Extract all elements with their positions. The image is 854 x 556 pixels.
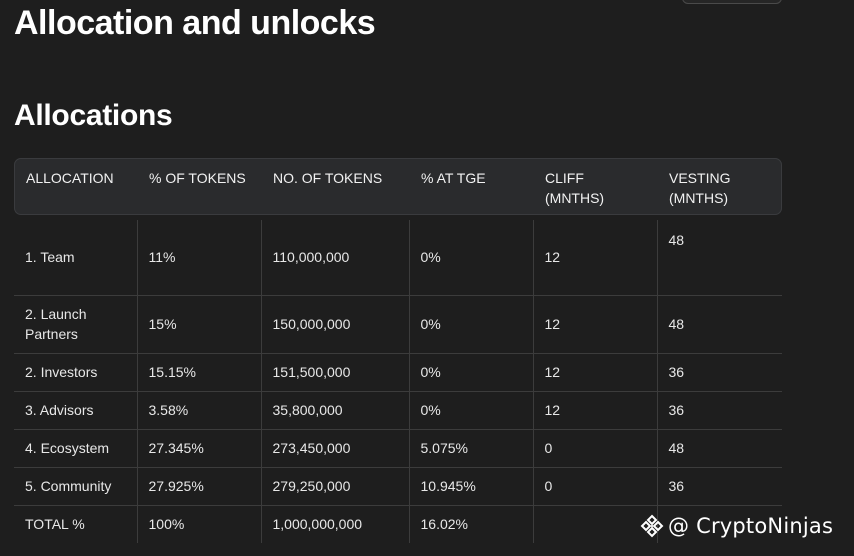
- table-row: 1. Team 11% 110,000,000 0% 12 48: [14, 220, 782, 295]
- section-title: Allocations: [14, 99, 173, 132]
- column-header-percent-tge[interactable]: % AT TGE: [409, 158, 533, 215]
- cell-vesting: 48: [656, 220, 782, 295]
- allocation-table: ALLOCATION % OF TOKENS NO. OF TOKENS % A…: [14, 158, 782, 543]
- cell-percent-tokens: 27.925%: [136, 466, 261, 505]
- cell-number-tokens: 110,000,000: [260, 220, 409, 295]
- cell-percent-tokens: 15.15%: [136, 352, 261, 391]
- cell-cliff: [532, 504, 657, 543]
- cell-allocation: 3. Advisors: [14, 390, 137, 429]
- table-row: 5. Community 27.925% 279,250,000 10.945%…: [14, 466, 782, 505]
- column-header-percent-tokens[interactable]: % OF TOKENS: [137, 158, 261, 215]
- top-partial-button[interactable]: [682, 0, 782, 4]
- cell-percent-tge: 0%: [408, 294, 533, 353]
- cell-number-tokens: 279,250,000: [260, 466, 409, 505]
- cell-cliff: 12: [532, 294, 657, 353]
- table-row: 2. Launch Partners 15% 150,000,000 0% 12…: [14, 294, 782, 353]
- cell-percent-tge: 0%: [408, 352, 533, 391]
- cell-percent-tokens: 11%: [136, 220, 261, 295]
- allocation-table-container: ALLOCATION % OF TOKENS NO. OF TOKENS % A…: [14, 158, 782, 543]
- cell-number-tokens: 1,000,000,000: [260, 504, 409, 543]
- cell-percent-tge: 0%: [408, 390, 533, 429]
- cell-percent-tge: 0%: [408, 220, 533, 295]
- table-row: 4. Ecosystem 27.345% 273,450,000 5.075% …: [14, 428, 782, 467]
- cell-cliff: 0: [532, 428, 657, 467]
- cell-cliff: 12: [532, 390, 657, 429]
- cell-percent-tge: 5.075%: [408, 428, 533, 467]
- table-row: 2. Investors 15.15% 151,500,000 0% 12 36: [14, 352, 782, 391]
- cell-allocation: 4. Ecosystem: [14, 428, 137, 467]
- cell-cliff: 0: [532, 466, 657, 505]
- binance-diamond-icon: [640, 514, 664, 538]
- cell-vesting: 48: [656, 428, 782, 467]
- cell-vesting: [656, 504, 782, 543]
- cell-allocation: 2. Investors: [14, 352, 137, 391]
- cell-percent-tge: 10.945%: [408, 466, 533, 505]
- cell-number-tokens: 35,800,000: [260, 390, 409, 429]
- cell-percent-tokens: 15%: [136, 294, 261, 353]
- cell-percent-tokens: 3.58%: [136, 390, 261, 429]
- cell-allocation: 2. Launch Partners: [14, 294, 137, 353]
- cell-vesting: 36: [656, 352, 782, 391]
- column-header-allocation[interactable]: ALLOCATION: [14, 158, 137, 215]
- cell-number-tokens: 273,450,000: [260, 428, 409, 467]
- cell-cliff: 12: [532, 352, 657, 391]
- cell-allocation: 5. Community: [14, 466, 137, 505]
- cell-vesting: 36: [656, 390, 782, 429]
- cell-vesting: 48: [656, 294, 782, 353]
- column-header-cliff[interactable]: CLIFF (MNTHS): [533, 158, 657, 215]
- cell-number-tokens: 150,000,000: [260, 294, 409, 353]
- page-title: Allocation and unlocks: [14, 4, 376, 42]
- column-header-number-tokens[interactable]: NO. OF TOKENS: [261, 158, 409, 215]
- table-row: 3. Advisors 3.58% 35,800,000 0% 12 36: [14, 390, 782, 429]
- cell-allocation: TOTAL %: [14, 504, 137, 543]
- cell-vesting: 36: [656, 466, 782, 505]
- table-header-row: ALLOCATION % OF TOKENS NO. OF TOKENS % A…: [14, 158, 782, 215]
- column-header-vesting[interactable]: VESTING (MNTHS): [657, 158, 782, 215]
- watermark: @ CryptoNinjas: [640, 514, 833, 538]
- cell-allocation: 1. Team: [25, 249, 75, 266]
- table-row-total: TOTAL % 100% 1,000,000,000 16.02%: [14, 504, 782, 543]
- cell-percent-tge: 16.02%: [408, 504, 533, 543]
- cell-cliff: 12: [532, 220, 657, 295]
- cell-percent-tokens: 27.345%: [136, 428, 261, 467]
- watermark-text: @ CryptoNinjas: [668, 514, 834, 538]
- cell-percent-tokens: 100%: [136, 504, 261, 543]
- cell-number-tokens: 151,500,000: [260, 352, 409, 391]
